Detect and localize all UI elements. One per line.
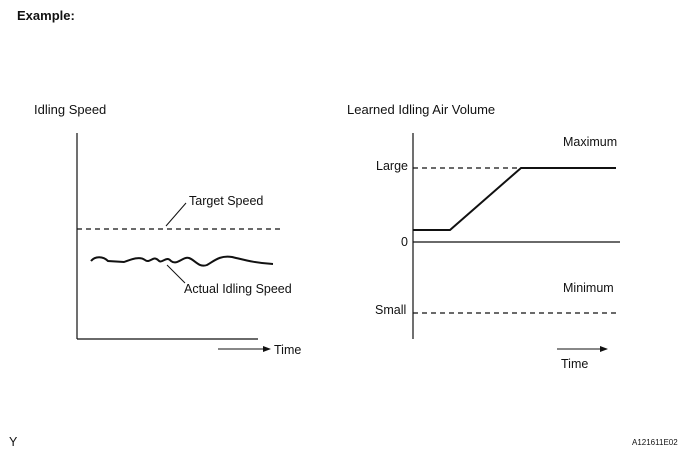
- left-time-label: Time: [274, 343, 302, 357]
- target-speed-label: Target Speed: [189, 194, 264, 208]
- example-heading: Example:: [17, 8, 75, 23]
- actual-idling-speed-curve: [90, 255, 274, 267]
- right-chart: [412, 133, 620, 352]
- right-chart-title: Learned Idling Air Volume: [347, 102, 496, 117]
- left-chart: [76, 133, 280, 352]
- minimum-label: Minimum: [563, 281, 614, 295]
- learned-air-volume-curve: [413, 167, 616, 231]
- target-speed-leader: [165, 202, 187, 227]
- footer-mark: Y: [9, 435, 18, 449]
- large-label: Large: [376, 159, 408, 173]
- actual-idling-speed-label: Actual Idling Speed: [184, 282, 292, 296]
- maximum-label: Maximum: [563, 135, 618, 149]
- small-label: Small: [375, 303, 407, 317]
- actual-speed-leader: [166, 264, 186, 284]
- zero-label: 0: [401, 235, 408, 249]
- figure-code: A121611E02: [632, 438, 678, 447]
- right-time-label: Time: [561, 357, 589, 371]
- left-chart-title: Idling Speed: [34, 102, 107, 117]
